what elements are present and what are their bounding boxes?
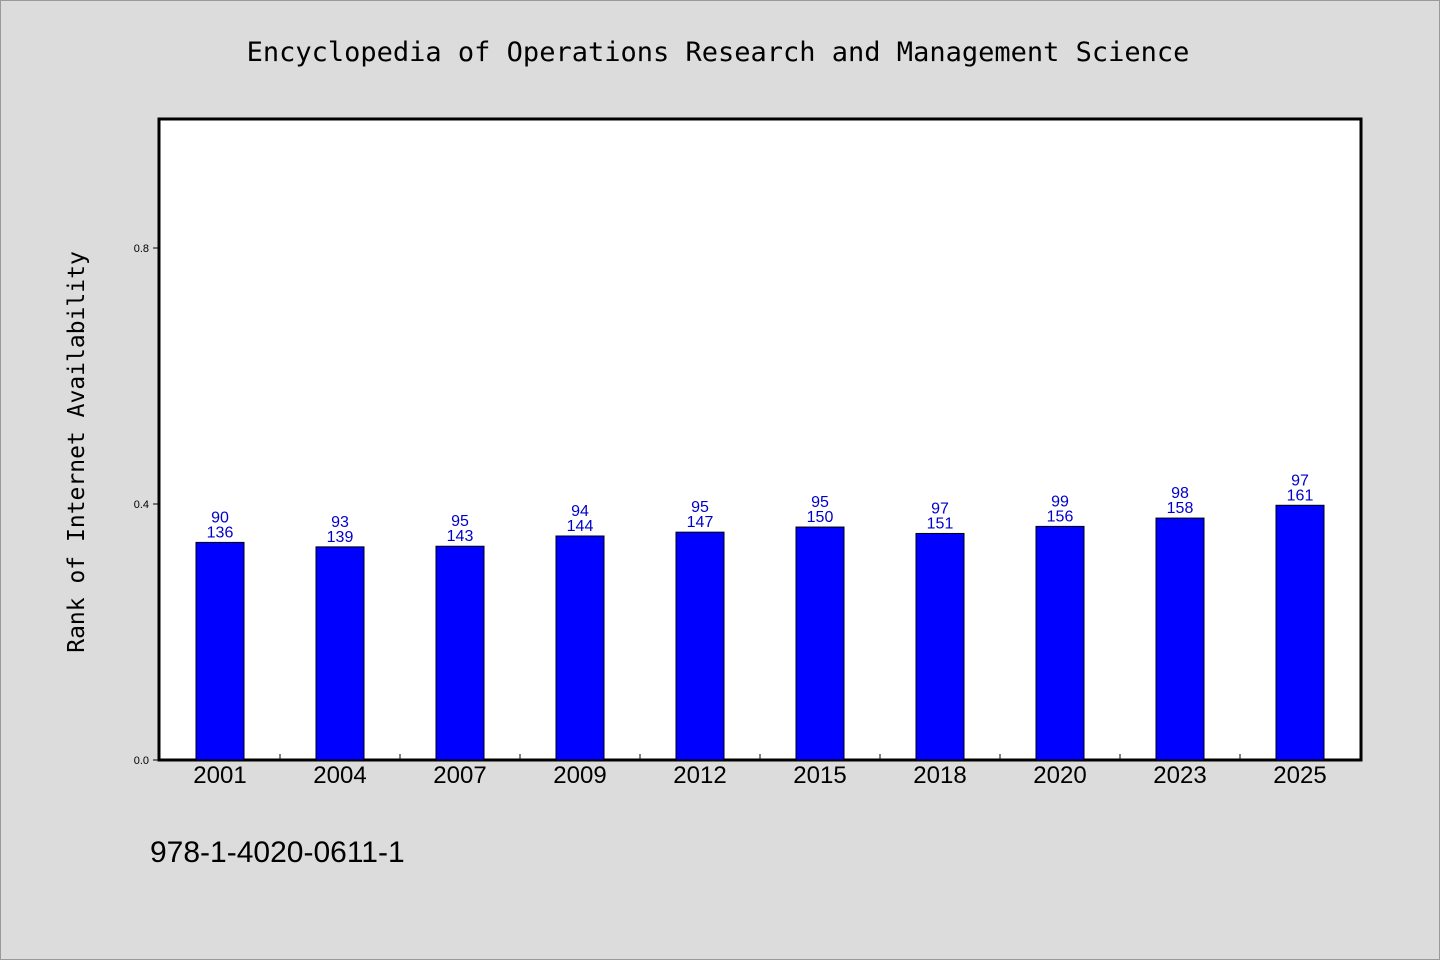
bar-label-top: 97	[1291, 472, 1309, 489]
bar-label-bottom: 158	[1167, 500, 1194, 517]
bar	[315, 546, 365, 761]
x-tick-label: 2012	[673, 762, 726, 789]
y-axis-label: Rank of Internet Availability	[64, 251, 90, 653]
bar-label-top: 94	[571, 503, 589, 520]
bar-label-top: 90	[211, 509, 229, 526]
x-tick-label: 2004	[313, 762, 366, 789]
y-axis: 0.0 0.4 0.8	[134, 243, 160, 767]
data-labels: 9013693139951439414495147951509715199156…	[207, 472, 1314, 546]
bar-label-top: 98	[1171, 485, 1189, 502]
x-tick-label: 2009	[553, 762, 606, 789]
bar	[675, 531, 725, 761]
x-tick-label: 2023	[1153, 762, 1206, 789]
bar-label-bottom: 139	[327, 529, 354, 546]
bar	[555, 535, 605, 761]
bar-label-bottom: 147	[687, 514, 714, 531]
y-tick-label: 0.8	[134, 243, 149, 255]
x-tick-label: 2025	[1273, 762, 1326, 789]
bar-label-top: 93	[331, 514, 349, 531]
x-tick-label: 2007	[433, 762, 486, 789]
x-tick-label: 2018	[913, 762, 966, 789]
x-tick-label: 2020	[1033, 762, 1086, 789]
bar-label-bottom: 136	[207, 524, 234, 541]
y-tick-label: 0.4	[134, 499, 149, 511]
bar	[795, 526, 845, 761]
isbn-footer: 978-1-4020-0611-1	[150, 836, 405, 869]
x-axis: 2001 2004 2007 2009 2012 2015 2018 2020 2023 2025	[193, 754, 1327, 789]
bar-label-top: 99	[1051, 493, 1069, 510]
x-tick-label: 2015	[793, 762, 846, 789]
bar	[1035, 525, 1085, 761]
bar-label-top: 95	[811, 494, 829, 511]
bar	[915, 532, 965, 761]
bar-series	[195, 504, 1325, 761]
bar-label-top: 97	[931, 500, 949, 517]
bar-label-bottom: 144	[567, 518, 594, 535]
bar	[1275, 504, 1325, 761]
bar	[1155, 517, 1205, 761]
bar	[435, 545, 485, 761]
bar-label-bottom: 161	[1287, 487, 1314, 504]
bar-label-top: 95	[451, 513, 469, 530]
y-tick-label: 0.0	[134, 755, 149, 767]
bar-label-bottom: 150	[807, 509, 834, 526]
chart-title: Encyclopedia of Operations Research and …	[247, 37, 1190, 68]
bar-label-bottom: 151	[927, 515, 954, 532]
bar-label-bottom: 156	[1047, 508, 1074, 525]
x-tick-label: 2001	[193, 762, 246, 789]
bar-label-bottom: 143	[447, 528, 474, 545]
bar-label-top: 95	[691, 499, 709, 516]
bar	[195, 541, 245, 761]
